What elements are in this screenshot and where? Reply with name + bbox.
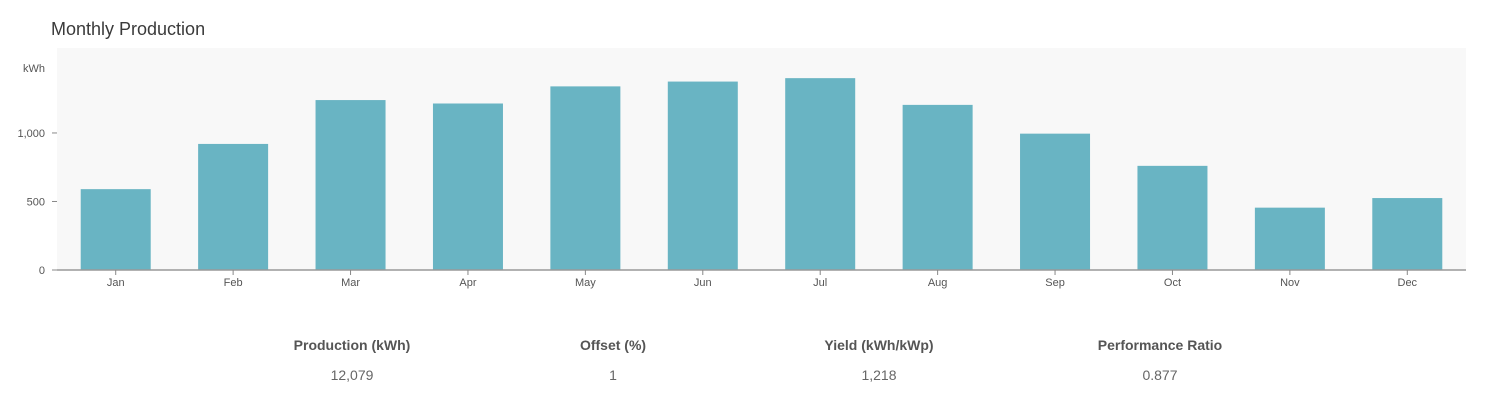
x-tick-label: Mar — [341, 277, 360, 289]
bar-sep[interactable] — [1020, 133, 1091, 270]
stat-performance-ratio: Performance Ratio 0.877 — [1040, 330, 1280, 383]
stat-offset-label: Offset (%) — [579, 337, 647, 353]
bar-jan[interactable] — [80, 189, 151, 270]
bar-mar[interactable] — [315, 100, 386, 271]
bar-jul[interactable] — [785, 78, 856, 270]
x-tick-label: Jun — [694, 277, 712, 289]
bar-aug[interactable] — [902, 104, 973, 271]
stat-offset: Offset (%) 1 — [493, 330, 733, 383]
bar-nov[interactable] — [1254, 207, 1325, 270]
stat-production: Production (kWh) 12,079 — [232, 330, 472, 383]
x-axis-ticks: Jan Feb Mar Apr May Jun Jul Aug Sep Oct Nov Dec — [107, 270, 1418, 289]
bars — [80, 78, 1443, 271]
stat-performance-ratio-label: Performance Ratio — [1097, 337, 1223, 353]
stat-performance-ratio-value: 0.877 — [1142, 367, 1178, 383]
stat-production-value: 12,079 — [330, 367, 374, 383]
y-tick-label: 0 — [39, 265, 45, 277]
plot-background — [57, 48, 1466, 270]
stat-offset-value: 1 — [609, 367, 617, 383]
bar-apr[interactable] — [432, 103, 503, 271]
chart-title: Monthly Production — [51, 19, 206, 39]
monthly-production-chart: kWh 0 500 1,000 Jan Feb Mar Apr May Jun Jul Aug Se… — [17, 48, 1466, 289]
stat-yield-value: 1,218 — [861, 367, 897, 383]
stats-summary: Production (kWh) 12,079 Offset (%) 1 Yie… — [0, 330, 1501, 400]
x-tick-label: May — [575, 277, 596, 289]
stat-yield-label: Yield (kWh/kWp) — [824, 337, 934, 353]
bar-feb[interactable] — [198, 143, 269, 270]
x-tick-label: Apr — [459, 277, 476, 289]
x-tick-label: Oct — [1164, 277, 1181, 289]
stat-yield: Yield (kWh/kWp) 1,218 — [759, 330, 999, 383]
bar-jun[interactable] — [667, 81, 738, 271]
y-tick-label: 1,000 — [17, 128, 45, 140]
x-tick-label: Jan — [107, 277, 125, 289]
bar-may[interactable] — [550, 86, 621, 271]
x-tick-label: Dec — [1398, 277, 1418, 289]
y-axis-unit-label: kWh — [23, 63, 45, 75]
x-tick-label: Jul — [813, 277, 827, 289]
stat-production-label: Production (kWh) — [293, 337, 411, 353]
bar-dec[interactable] — [1372, 198, 1443, 270]
x-tick-label: Aug — [928, 277, 948, 289]
bar-oct[interactable] — [1137, 165, 1208, 270]
x-tick-label: Feb — [224, 277, 243, 289]
y-axis-ticks: 0 500 1,000 — [17, 128, 57, 277]
y-tick-label: 500 — [27, 196, 45, 208]
x-tick-label: Sep — [1045, 277, 1065, 289]
x-tick-label: Nov — [1280, 277, 1300, 289]
